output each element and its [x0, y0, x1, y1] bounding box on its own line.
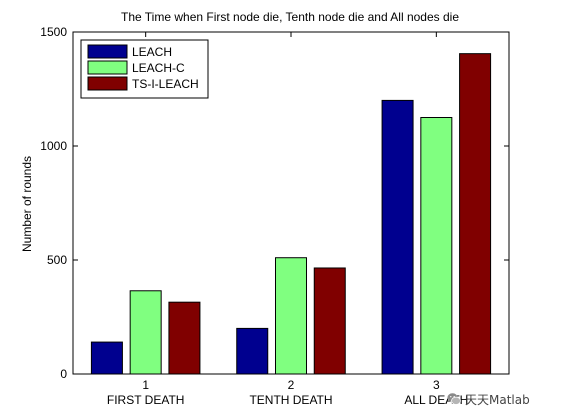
x-tick-number: 2 [288, 378, 295, 392]
bar [169, 302, 200, 374]
bar [314, 268, 345, 374]
legend-label: TS-I-LEACH [132, 77, 199, 91]
y-tick-label: 0 [60, 367, 67, 381]
wechat-icon [447, 392, 461, 406]
bar [460, 54, 491, 374]
bar [237, 328, 268, 374]
x-tick-label: FIRST DEATH [107, 393, 185, 407]
legend-swatch [88, 61, 127, 74]
legend-swatch [88, 45, 127, 58]
watermark: 天天Matlab [447, 388, 530, 410]
y-tick-label: 1000 [40, 139, 67, 153]
legend-label: LEACH [132, 45, 172, 59]
x-tick-number: 1 [142, 378, 149, 392]
legend-swatch [88, 77, 127, 90]
bar [275, 258, 306, 374]
bar [91, 342, 122, 374]
x-tick-number: 3 [433, 378, 440, 392]
watermark-text: 天天Matlab [465, 391, 530, 408]
y-tick-label: 1500 [40, 25, 67, 39]
y-tick-label: 500 [47, 253, 67, 267]
x-tick-label: TENTH DEATH [249, 393, 332, 407]
bar [421, 118, 452, 375]
bar [382, 100, 413, 374]
chart-title: The Time when First node die, Tenth node… [121, 10, 459, 24]
bar [130, 291, 161, 374]
y-axis-label: Number of rounds [20, 156, 34, 252]
legend-label: LEACH-C [132, 61, 185, 75]
